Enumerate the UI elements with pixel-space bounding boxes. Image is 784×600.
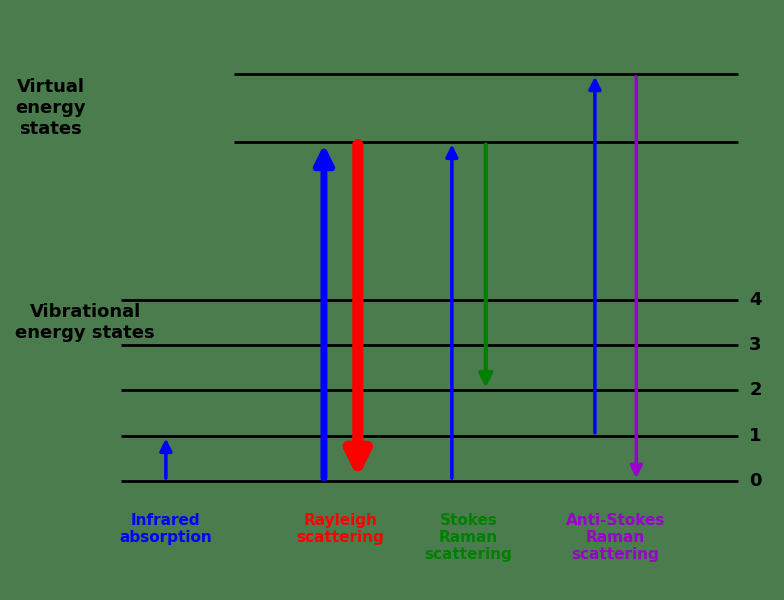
Text: Infrared
absorption: Infrared absorption <box>119 512 212 545</box>
Text: Virtual
energy
states: Virtual energy states <box>16 78 86 137</box>
Text: 1: 1 <box>750 427 762 445</box>
Text: Stokes
Raman
scattering: Stokes Raman scattering <box>425 512 512 562</box>
Text: Anti-Stokes
Raman
scattering: Anti-Stokes Raman scattering <box>565 512 665 562</box>
Text: 0: 0 <box>750 472 762 490</box>
Text: 4: 4 <box>750 291 762 309</box>
Text: Rayleigh
scattering: Rayleigh scattering <box>296 512 384 545</box>
Text: 3: 3 <box>750 336 762 354</box>
Text: 2: 2 <box>750 382 762 400</box>
Text: Vibrational
energy states: Vibrational energy states <box>16 303 155 342</box>
